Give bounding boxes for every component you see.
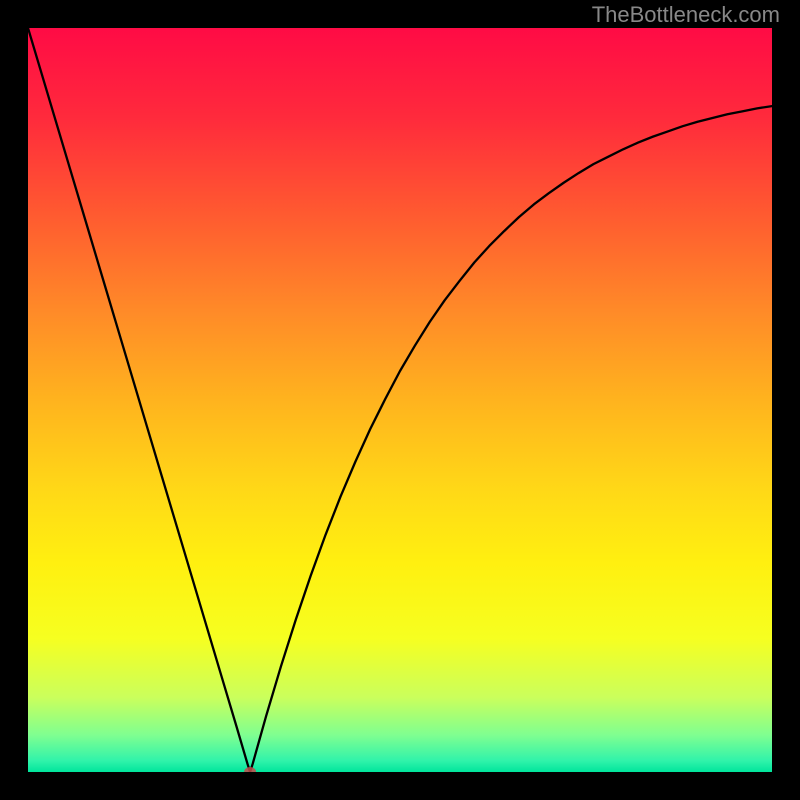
watermark-text: TheBottleneck.com	[592, 2, 780, 28]
min-marker	[244, 767, 256, 772]
chart-svg	[28, 28, 772, 772]
plot-area	[28, 28, 772, 772]
curve-line	[28, 28, 772, 772]
